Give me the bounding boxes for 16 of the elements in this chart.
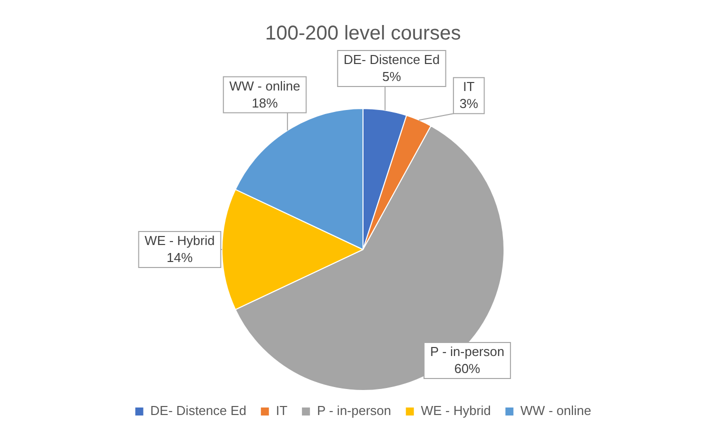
data-label: 18% xyxy=(252,95,278,110)
data-label: 14% xyxy=(166,250,194,266)
legend-label: WE - Hybrid xyxy=(420,403,491,418)
legend-label: WW - online xyxy=(520,403,592,418)
slice-label: P - in-person xyxy=(430,344,504,360)
data-label: 60% xyxy=(454,361,481,376)
data-label: 5% xyxy=(382,69,402,84)
slice-label: WE - Hybrid xyxy=(144,233,215,248)
slice-label: DE- Distence Ed xyxy=(344,52,440,68)
legend-label: P - in-person xyxy=(316,403,392,418)
data-label: 3% xyxy=(459,96,479,112)
legend-label: IT xyxy=(276,403,288,418)
chart-title: 100-200 level courses xyxy=(265,22,461,45)
legend-label: DE- Distence Ed xyxy=(150,403,246,418)
slice-label: WW - online xyxy=(229,78,300,94)
slice-label: IT xyxy=(463,79,475,94)
